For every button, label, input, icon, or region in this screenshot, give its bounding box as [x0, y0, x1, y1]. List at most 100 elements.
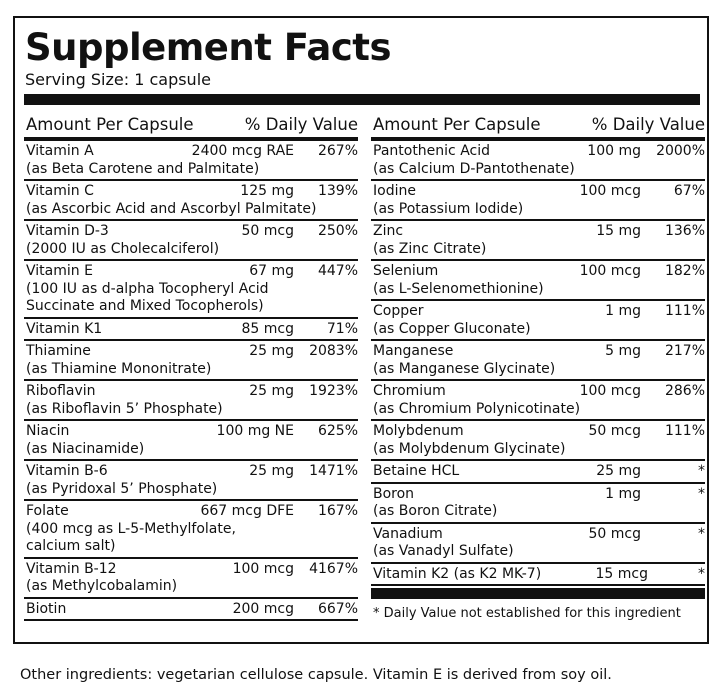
nutrient-name: Vitamin E: [26, 263, 93, 279]
panel-title: Supplement Facts: [25, 26, 392, 69]
left-column: Amount Per Capsule % Daily Value Vitamin…: [24, 113, 358, 621]
nutrient-amount: 200 mcg: [232, 600, 294, 617]
nutrient-daily-value: 71%: [326, 320, 358, 337]
nutrient-source: (as Manganese Glycinate): [373, 360, 556, 377]
serving-size: Serving Size: 1 capsule: [25, 70, 211, 89]
nutrient-amount: 2400 mcg RAE: [191, 143, 294, 159]
nutrient-source: (100 IU as d-alpha Tocopheryl Acid: [26, 280, 269, 297]
nutrient-daily-value: 267%: [317, 143, 358, 159]
nutrient-main-line: Selenium 100 mcg 182%: [373, 263, 705, 281]
nutrient-main-line: Folate 667 mcg DFE 167%: [26, 503, 358, 521]
nutrient-source: (as Molybdenum Glycinate): [373, 440, 566, 457]
nutrient-name: Vitamin B-6: [26, 463, 108, 479]
nutrient-name: Riboflavin: [26, 383, 96, 399]
nutrient-row: Chromium 100 mcg 286% (as Chromium Polynico…: [371, 381, 705, 421]
nutrient-source: (as Calcium D-Pantothenate): [373, 160, 575, 177]
top-divider: [24, 94, 700, 105]
nutrient-source: (as Boron Citrate): [373, 503, 498, 519]
nutrient-name: Pantothenic Acid: [373, 143, 491, 159]
nutrient-row: Pantothenic Acid 100 mg 2000% (as Calcium D…: [371, 141, 705, 181]
nutrient-daily-value: 447%: [317, 263, 358, 279]
nutrient-source: (as Riboflavin 5’ Phosphate): [26, 400, 223, 417]
nutrient-main-line: Riboflavin 25 mg 1923%: [26, 383, 358, 401]
nutrient-main-line: Vitamin E 67 mg 447%: [26, 263, 358, 281]
nutrient-amount: 100 mcg: [579, 383, 641, 399]
nutrient-daily-value: 667%: [317, 600, 358, 617]
nutrient-amount: 1 mg: [605, 303, 641, 319]
nutrient-name: Biotin: [26, 600, 67, 617]
other-ingredients: Other ingredients: vegetarian cellulose …: [20, 667, 612, 683]
nutrient-amount: 100 mcg: [232, 560, 294, 577]
nutrient-daily-value: 67%: [673, 183, 705, 199]
nutrient-main-line: Pantothenic Acid 100 mg 2000%: [373, 143, 705, 161]
daily-value-header: % Daily Value: [591, 115, 705, 134]
nutrient-daily-value: 139%: [317, 183, 358, 199]
right-column-header: Amount Per Capsule % Daily Value: [371, 113, 705, 141]
nutrient-main-line: Copper 1 mg 111%: [373, 303, 705, 321]
nutrient-row: Vitamin B-12 100 mcg 4167% (as Methylcobala…: [24, 559, 358, 599]
nutrient-main-line: Betaine HCL 25 mg *: [373, 463, 705, 481]
nutrient-amount: 125 mg: [240, 183, 294, 199]
nutrient-main-line: Vitamin D-3 50 mcg 250%: [26, 223, 358, 241]
nutrient-daily-value: *: [698, 565, 705, 582]
nutrient-amount: 25 mg: [596, 463, 641, 479]
nutrient-main-line: Iodine 100 mcg 67%: [373, 183, 705, 201]
nutrient-name: Vitamin K2 (as K2 MK-7): [373, 565, 542, 582]
nutrient-main-line: Vitamin B-6 25 mg 1471%: [26, 463, 358, 481]
nutrient-daily-value: 1471%: [309, 463, 358, 479]
nutrient-main-line: Manganese 5 mg 217%: [373, 343, 705, 361]
supplement-facts-panel: Supplement Facts Serving Size: 1 capsule…: [13, 16, 709, 644]
nutrient-source: (as Copper Gluconate): [373, 320, 531, 337]
nutrient-name: Selenium: [373, 263, 439, 279]
nutrient-name: Iodine: [373, 183, 416, 199]
nutrient-daily-value: 111%: [664, 423, 705, 439]
nutrient-amount: 25 mg: [249, 343, 294, 359]
nutrient-daily-value: 167%: [317, 503, 358, 519]
nutrient-daily-value: 286%: [664, 383, 705, 399]
nutrient-amount: 5 mg: [605, 343, 641, 359]
nutrient-row: Selenium 100 mcg 182% (as L-Selenomethionin…: [371, 261, 705, 301]
nutrient-row: Vitamin K2 (as K2 MK-7) 15 mcg *: [371, 564, 705, 586]
nutrient-main-line: Vitamin K1 85 mcg 71%: [26, 321, 358, 339]
nutrient-amount: 15 mcg: [595, 565, 649, 582]
right-nutrient-list: Pantothenic Acid 100 mg 2000% (as Calcium D…: [371, 141, 705, 586]
nutrient-name: Vanadium: [373, 525, 443, 542]
nutrient-daily-value: 182%: [664, 263, 705, 279]
nutrient-source: Succinate and Mixed Tocopherols): [26, 298, 264, 314]
footnote: * Daily Value not established for this i…: [373, 606, 681, 621]
nutrient-name: Thiamine: [26, 343, 91, 359]
daily-value-header: % Daily Value: [244, 115, 358, 134]
nutrient-name: Vitamin K1: [26, 320, 103, 337]
nutrient-name: Boron: [373, 485, 415, 502]
nutrient-main-line: Niacin 100 mg NE 625%: [26, 423, 358, 441]
nutrient-amount: 85 mcg: [241, 320, 295, 337]
nutrient-amount: 25 mg: [249, 383, 294, 399]
nutrient-amount: 667 mcg DFE: [200, 503, 294, 519]
nutrient-daily-value: 1923%: [309, 383, 358, 399]
nutrient-main-line: Biotin 200 mcg 667%: [26, 601, 358, 619]
nutrient-row: Betaine HCL 25 mg *: [371, 461, 705, 484]
amount-header: Amount Per Capsule: [373, 115, 541, 134]
nutrient-row: Boron 1 mg * (as Boron Citrate): [371, 484, 705, 524]
nutrient-row: Folate 667 mcg DFE 167% (400 mcg as L-5-Met…: [24, 501, 358, 559]
nutrient-row: Vitamin E 67 mg 447% (100 IU as d-alpha Toc…: [24, 261, 358, 319]
nutrient-name: Vitamin B-12: [26, 560, 117, 577]
nutrient-main-line: Vitamin A 2400 mcg RAE 267%: [26, 143, 358, 161]
nutrient-row: Biotin 200 mcg 667%: [24, 599, 358, 621]
nutrient-amount: 67 mg: [249, 263, 294, 279]
nutrient-main-line: Chromium 100 mcg 286%: [373, 383, 705, 401]
nutrient-daily-value: 111%: [664, 303, 705, 319]
nutrient-source: (as Niacinamide): [26, 440, 145, 457]
right-column: Amount Per Capsule % Daily Value Pantoth…: [371, 113, 705, 622]
nutrient-name: Betaine HCL: [373, 463, 460, 479]
nutrient-row: Iodine 100 mcg 67% (as Potassium Iodide): [371, 181, 705, 221]
nutrient-name: Vitamin C: [26, 183, 94, 199]
nutrient-main-line: Boron 1 mg *: [373, 486, 705, 504]
nutrient-source: (as Beta Carotene and Palmitate): [26, 160, 260, 177]
nutrient-name: Molybdenum: [373, 423, 464, 439]
nutrient-daily-value: *: [698, 485, 705, 502]
nutrient-row: Thiamine 25 mg 2083% (as Thiamine Mononitra…: [24, 341, 358, 381]
nutrient-daily-value: *: [698, 463, 705, 479]
nutrient-main-line: Vitamin B-12 100 mcg 4167%: [26, 561, 358, 579]
nutrient-source: (as L-Selenomethionine): [373, 280, 544, 297]
